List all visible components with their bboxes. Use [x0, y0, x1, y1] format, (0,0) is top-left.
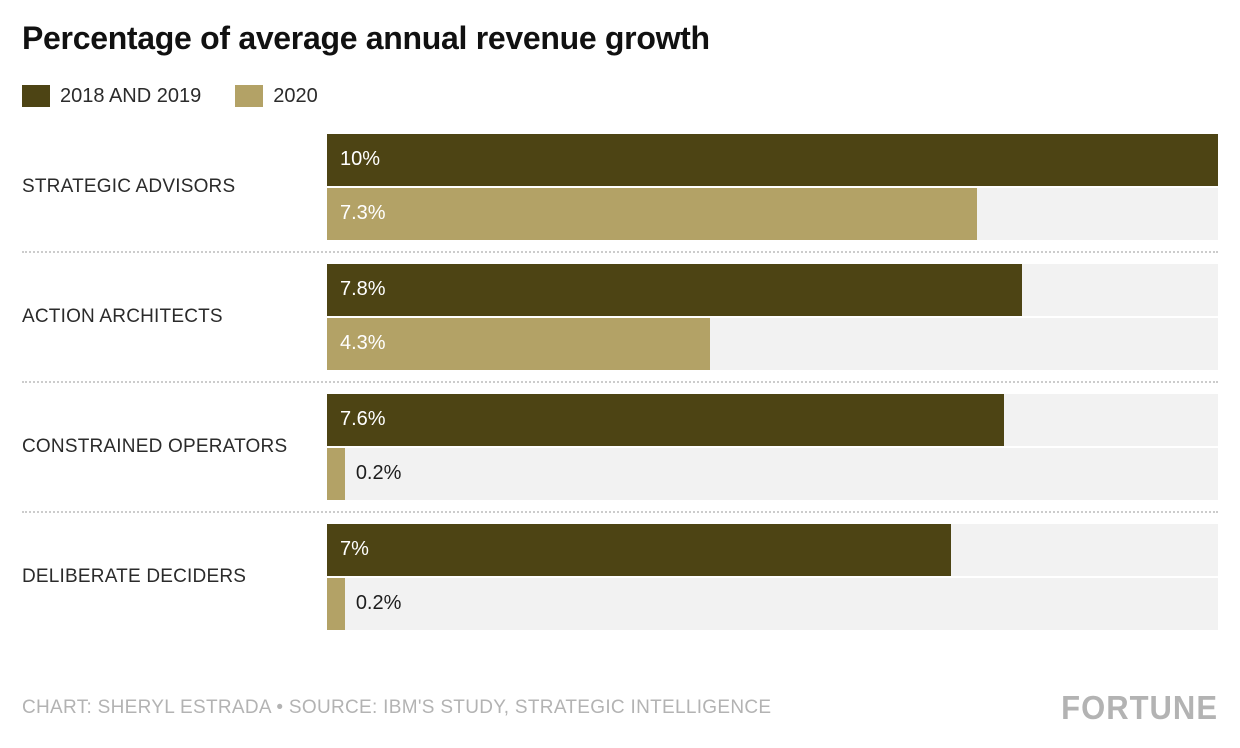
- bar-value-label: 7%: [340, 538, 369, 561]
- bar-value-label: 4.3%: [340, 332, 386, 355]
- bar-2020: 4.3%: [327, 317, 711, 370]
- category-label: STRATEGIC ADVISORS: [22, 175, 236, 197]
- bar-track: 7.8%: [327, 263, 1218, 316]
- legend-item-2018-2019: 2018 AND 2019: [22, 85, 201, 108]
- legend-item-2020: 2020: [235, 85, 318, 108]
- chart-row: CONSTRAINED OPERATORS 7.6% 0.2%: [22, 380, 1218, 511]
- bar-track: 10%: [327, 133, 1218, 186]
- bar-value-label: 7.3%: [340, 202, 386, 225]
- bar-group: 7.8% 4.3%: [327, 263, 1218, 370]
- chart-footer: CHART: SHERYL ESTRADA • SOURCE: IBM'S ST…: [22, 662, 1218, 748]
- legend-label-2020: 2020: [273, 84, 318, 107]
- bar-value-label: 0.2%: [355, 592, 402, 615]
- bar-2018-2019: 7.6%: [327, 393, 1005, 446]
- legend: 2018 AND 2019 2020: [22, 85, 1218, 108]
- bar-track: 7.3%: [327, 187, 1218, 240]
- chart-rows: STRATEGIC ADVISORS 10% 7.3% ACTION ARCHITEC…: [22, 133, 1218, 641]
- bar-2018-2019: 7%: [327, 523, 951, 576]
- bar-track: 0.2%: [327, 577, 1218, 630]
- bar-group: 10% 7.3%: [327, 133, 1218, 240]
- bar-2020: 7.3%: [327, 187, 978, 240]
- bar-2018-2019: 7.8%: [327, 263, 1022, 316]
- bar-group: 7% 0.2%: [327, 523, 1218, 630]
- category-label: DELIBERATE DECIDERS: [22, 565, 247, 587]
- chart-row: DELIBERATE DECIDERS 7% 0.2%: [22, 510, 1218, 641]
- bar-track: 7%: [327, 523, 1218, 576]
- legend-swatch-2020: [235, 85, 264, 108]
- category-label: ACTION ARCHITECTS: [22, 305, 223, 327]
- bar-2018-2019: 10%: [327, 133, 1218, 186]
- bar-track: 7.6%: [327, 393, 1218, 446]
- bar-2020: [327, 577, 345, 630]
- bar-value-label: 0.2%: [355, 462, 402, 485]
- bar-value-label: 10%: [340, 148, 381, 171]
- bar-track: 0.2%: [327, 447, 1218, 500]
- chart-row: STRATEGIC ADVISORS 10% 7.3%: [22, 133, 1218, 251]
- category-label: CONSTRAINED OPERATORS: [22, 435, 288, 457]
- chart-credit: CHART: SHERYL ESTRADA • SOURCE: IBM'S ST…: [22, 697, 772, 718]
- bar-group: 7.6% 0.2%: [327, 393, 1218, 500]
- chart-title: Percentage of average annual revenue gro…: [22, 20, 710, 56]
- bar-2020: [327, 447, 345, 500]
- fortune-logo: FORTUNE: [1061, 688, 1218, 727]
- bar-value-label: 7.6%: [340, 408, 386, 431]
- chart-row: ACTION ARCHITECTS 7.8% 4.3%: [22, 250, 1218, 381]
- legend-label-2018-2019: 2018 AND 2019: [60, 84, 202, 107]
- bar-track: 4.3%: [327, 317, 1218, 370]
- bar-value-label: 7.8%: [340, 278, 386, 301]
- legend-swatch-2018-2019: [22, 85, 50, 108]
